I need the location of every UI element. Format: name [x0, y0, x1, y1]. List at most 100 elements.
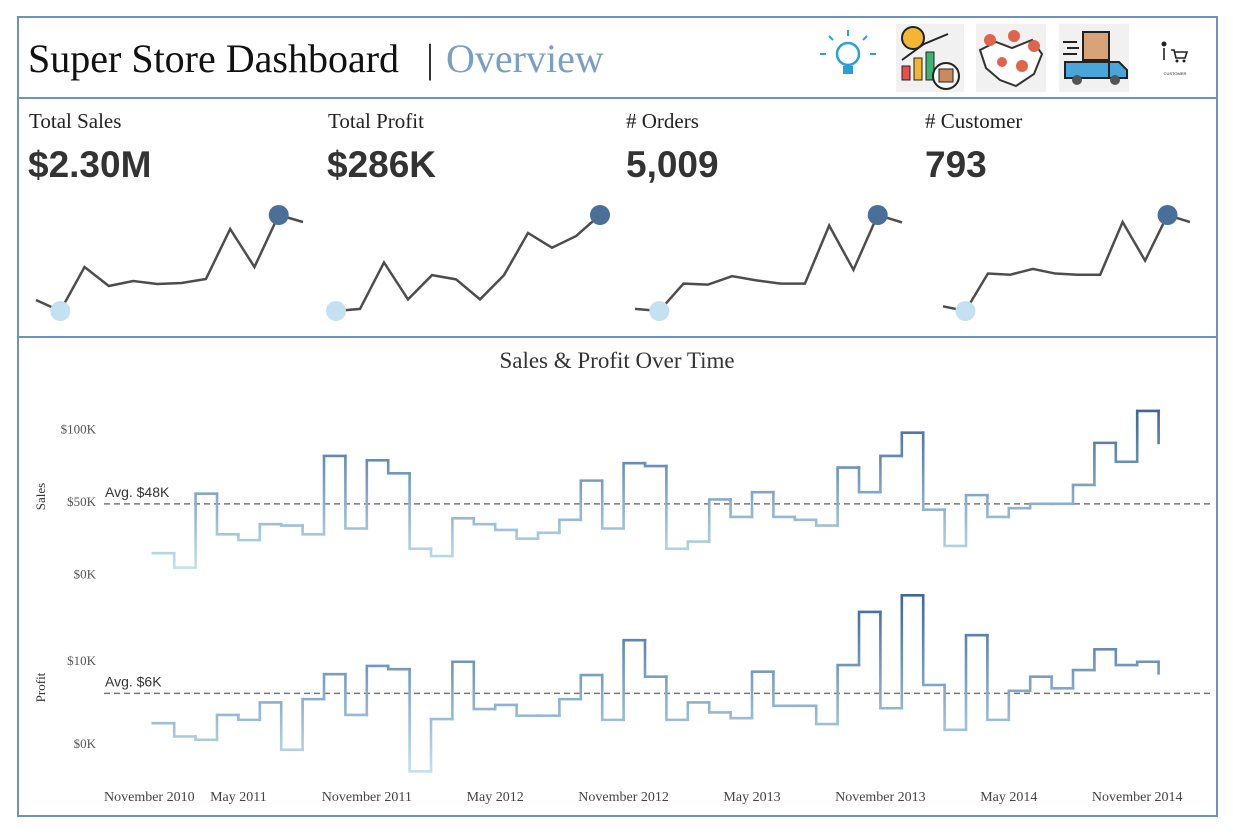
kpi-value: $286K [327, 144, 436, 185]
step-segment [622, 461, 647, 530]
kpi-label: Total Profit [328, 109, 424, 133]
x-tick-label: May 2012 [467, 790, 524, 805]
step-segment [643, 638, 668, 679]
step-segment [429, 717, 454, 773]
step-segment [836, 663, 861, 726]
icon-shape [1016, 60, 1028, 72]
x-tick-label: May 2011 [210, 790, 267, 805]
step-segment [750, 670, 775, 720]
step-segment [729, 711, 754, 720]
step-segment [879, 454, 904, 494]
step-segment [1028, 502, 1053, 510]
step-segment [943, 508, 968, 548]
step-segment [215, 713, 240, 742]
icon-shape [1108, 61, 1128, 79]
step-segment [772, 490, 797, 519]
step-segment [857, 466, 882, 494]
insight-icon[interactable] [820, 30, 876, 74]
map-icon[interactable] [976, 24, 1046, 92]
icon-shape [901, 26, 925, 50]
x-tick-label: May 2013 [723, 790, 780, 805]
step-segment [322, 672, 347, 701]
step-segment [194, 492, 219, 569]
step-segment [665, 675, 690, 722]
average-label: Avg. $6K [105, 673, 162, 689]
step-segment [707, 701, 732, 714]
max-marker [1157, 205, 1178, 225]
icon-shape [1175, 59, 1179, 63]
icon-shape [925, 51, 935, 81]
step-segment [857, 610, 882, 667]
sparkline [335, 214, 601, 313]
step-segment [215, 492, 240, 536]
icon-shape [978, 38, 1044, 88]
step-segment [536, 531, 561, 540]
dashboard-subtitle: Overview [446, 36, 604, 81]
icon-shape [901, 33, 949, 61]
x-tick-label: November 2012 [578, 790, 669, 805]
step-segment [579, 673, 604, 701]
step-segment [900, 594, 925, 710]
step-segment [707, 498, 732, 543]
icon-shape [901, 65, 911, 81]
step-segment [1135, 660, 1160, 667]
kpi-value: $2.30M [28, 144, 151, 185]
kpi-label: Total Sales [29, 109, 121, 133]
step-segment [365, 664, 390, 717]
icon-shape [820, 30, 876, 55]
step-segment [1007, 506, 1032, 519]
step-segment [879, 610, 904, 710]
x-tick-label: May 2014 [980, 790, 1037, 805]
step-segment [643, 461, 668, 468]
step-segment [793, 515, 818, 522]
step-segment [194, 735, 219, 742]
step-segment [172, 551, 197, 569]
icon-shape [835, 41, 861, 67]
step-segment [472, 517, 497, 526]
step-segment [451, 517, 476, 558]
x-tick-label: November 2014 [1092, 790, 1183, 805]
step-segment [386, 664, 411, 671]
min-marker [50, 301, 71, 321]
title-separator: | [426, 36, 434, 81]
average-label: Avg. $48K [105, 484, 170, 500]
icon-shape [1163, 48, 1189, 60]
kpi-label: # Orders [626, 109, 699, 133]
step-segment [1050, 675, 1075, 690]
step-segment [1093, 648, 1118, 672]
step-segment [258, 522, 283, 542]
min-marker [326, 301, 346, 321]
icon-shape [1082, 31, 1110, 61]
step-segment [986, 633, 1011, 722]
x-tick-label: November 2010 [104, 790, 195, 805]
y-tick-label: $10K [67, 653, 97, 668]
step-segment [408, 667, 433, 773]
shipping-icon[interactable] [1059, 24, 1129, 92]
step-segment [836, 466, 861, 527]
sparkline [35, 213, 304, 313]
kpi-value: 793 [925, 144, 987, 185]
icon-shape [1072, 75, 1082, 85]
dashboard-title: Super Store Dashboard [28, 36, 399, 81]
step-segment [344, 672, 369, 717]
sales-icon[interactable] [896, 24, 964, 92]
step-segment [515, 528, 540, 540]
step-segment [279, 522, 304, 527]
step-segment [429, 547, 454, 558]
step-segment [665, 464, 690, 551]
customer-icon[interactable]: CUSTOMER [1161, 41, 1189, 77]
kpi-label: # Customer [925, 109, 1022, 133]
icon-shape [1064, 61, 1110, 79]
step-segment [301, 697, 326, 752]
step-segment [172, 721, 197, 738]
step-segment [1093, 441, 1118, 487]
x-tick-label: November 2013 [835, 790, 926, 805]
step-segment [1071, 668, 1096, 690]
step-segment [258, 701, 283, 722]
y-tick-label: $0K [74, 736, 97, 751]
step-segment [493, 522, 518, 532]
max-marker [867, 205, 888, 225]
icon-caption: CUSTOMER [1164, 71, 1187, 76]
step-segment [237, 713, 262, 722]
step-segment [921, 431, 946, 511]
